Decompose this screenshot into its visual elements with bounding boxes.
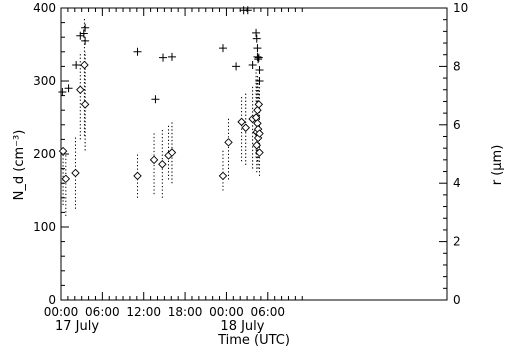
plus-marker [248,60,257,69]
plus-marker [253,52,262,61]
plus-marker [252,34,261,43]
diamond-marker [218,171,228,181]
y-left-tick-label: 0 [48,293,56,307]
diamond-marker [237,117,246,127]
y-left-tick-label: 200 [33,147,56,161]
x-tick-label: 06:00 [250,305,285,319]
plus-marker [255,77,264,85]
y-right-tick-label: 2 [453,235,461,249]
x-tick-label: 18:00 [168,305,203,319]
date-label: 18 July [220,319,264,334]
plus-marker [151,95,160,104]
data-markers [58,6,264,184]
plus-marker [252,28,261,37]
y-right-tick-label: 8 [453,59,461,73]
plus-marker [254,55,263,64]
plus-marker [72,60,81,69]
plus-marker [254,53,263,62]
y-axis-left-title: N_d (cm⁻³) [12,130,27,201]
diamond-marker [167,148,177,157]
diamond-marker [61,174,71,184]
plus-marker [253,44,262,53]
diamond-marker [80,60,89,70]
plus-marker [232,62,241,71]
x-tick-label: 00:00 [44,305,79,319]
plus-marker [81,36,90,45]
plus-marker [167,52,176,61]
axis-ticks [60,7,447,301]
diamond-marker [71,168,80,178]
plus-marker [133,47,142,56]
plus-marker [159,53,168,62]
y-left-tick-label: 300 [33,74,56,88]
plus-marker [218,44,227,53]
plus-marker [58,87,67,96]
diamond-marker [133,171,142,181]
x-tick-label: 12:00 [126,305,161,319]
diamond-marker [253,105,262,115]
y-right-tick-label: 10 [453,1,468,15]
x-tick-label: 06:00 [85,305,120,319]
diamond-marker [149,155,159,165]
diamond-marker [255,129,264,138]
diamond-marker [80,100,90,109]
diamond-marker [224,138,233,147]
plot-frame [60,7,448,301]
plus-marker [81,23,90,32]
x-axis-title: Time (UTC) [217,333,290,348]
y-right-tick-label: 4 [453,176,461,190]
diamond-marker [255,148,264,157]
diamond-marker [252,141,261,150]
y-left-tick-label: 100 [33,220,56,234]
diamond-marker [241,123,250,132]
plus-marker [79,29,88,38]
y-left-tick-label: 400 [33,1,56,15]
y-right-tick-label: 0 [453,293,461,307]
diamond-marker [254,100,264,109]
plus-marker [76,31,85,40]
x-tick-label: 00:00 [209,305,244,319]
plus-marker [255,66,264,75]
error-bars [62,18,261,217]
date-label: 17 July [55,319,99,334]
diamond-marker [58,146,68,156]
diamond-marker [158,159,167,169]
y-right-tick-label: 6 [453,118,461,132]
plus-marker [243,6,252,15]
plus-marker [64,84,73,93]
y-axis-right-title: r (μm) [490,145,505,186]
diamond-marker [76,85,85,94]
